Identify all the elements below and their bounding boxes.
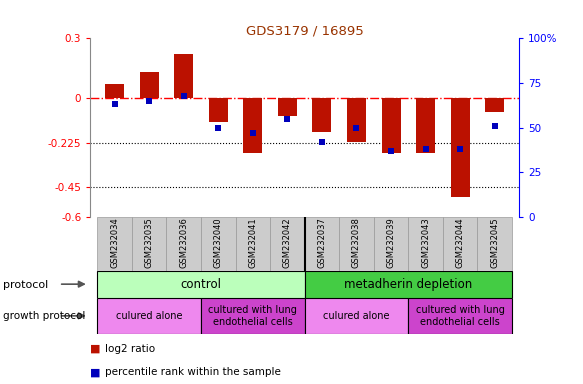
Bar: [381, 98, 401, 154]
Bar: [97, 217, 132, 271]
Text: cultured with lung
endothelial cells: cultured with lung endothelial cells: [416, 305, 504, 327]
Bar: [209, 98, 228, 122]
Bar: [304, 271, 512, 298]
Bar: [304, 217, 339, 271]
Point: [421, 146, 430, 152]
Bar: [443, 217, 477, 271]
Bar: [166, 217, 201, 271]
Bar: [485, 98, 504, 112]
Text: metadherin depletion: metadherin depletion: [344, 278, 472, 291]
Point: [387, 148, 396, 154]
Text: GSM232036: GSM232036: [179, 217, 188, 268]
Text: GSM232039: GSM232039: [387, 217, 395, 268]
Text: percentile rank within the sample: percentile rank within the sample: [105, 367, 281, 377]
Point: [145, 98, 154, 104]
Bar: [304, 298, 408, 334]
Bar: [236, 217, 270, 271]
Bar: [243, 98, 262, 154]
Text: GSM232043: GSM232043: [421, 217, 430, 268]
Text: GSM232037: GSM232037: [317, 217, 326, 268]
Text: GSM232044: GSM232044: [456, 217, 465, 268]
Text: GSM232040: GSM232040: [214, 217, 223, 268]
Text: ■: ■: [90, 367, 101, 377]
Title: GDS3179 / 16895: GDS3179 / 16895: [246, 24, 363, 37]
Bar: [339, 217, 374, 271]
Bar: [174, 54, 193, 98]
Bar: [97, 298, 201, 334]
Point: [179, 93, 188, 99]
Point: [283, 116, 292, 122]
Point: [352, 124, 361, 131]
Text: growth protocol: growth protocol: [3, 311, 85, 321]
Text: GSM232038: GSM232038: [352, 217, 361, 268]
Text: GSM232034: GSM232034: [110, 217, 119, 268]
Bar: [374, 217, 408, 271]
Point: [248, 130, 258, 136]
Bar: [201, 298, 304, 334]
Point: [490, 123, 500, 129]
Bar: [312, 98, 331, 132]
Text: cultured with lung
endothelial cells: cultured with lung endothelial cells: [208, 305, 297, 327]
Text: GSM232041: GSM232041: [248, 217, 257, 268]
Text: protocol: protocol: [3, 280, 48, 290]
Bar: [132, 217, 166, 271]
Bar: [347, 98, 366, 142]
Bar: [105, 84, 124, 98]
Text: culured alone: culured alone: [116, 311, 182, 321]
Point: [455, 146, 465, 152]
Bar: [97, 271, 304, 298]
Bar: [416, 98, 435, 154]
Text: log2 ratio: log2 ratio: [105, 344, 155, 354]
Bar: [139, 72, 159, 98]
Text: GSM232045: GSM232045: [490, 217, 499, 268]
Bar: [477, 217, 512, 271]
Bar: [408, 298, 512, 334]
Text: GSM232035: GSM232035: [145, 217, 153, 268]
Text: culured alone: culured alone: [323, 311, 389, 321]
Point: [213, 124, 223, 131]
Bar: [270, 217, 304, 271]
Text: ■: ■: [90, 344, 101, 354]
Point: [110, 101, 119, 108]
Bar: [201, 217, 236, 271]
Bar: [451, 98, 470, 197]
Text: GSM232042: GSM232042: [283, 217, 292, 268]
Bar: [278, 98, 297, 116]
Point: [317, 139, 326, 145]
Text: control: control: [181, 278, 222, 291]
Bar: [408, 217, 443, 271]
